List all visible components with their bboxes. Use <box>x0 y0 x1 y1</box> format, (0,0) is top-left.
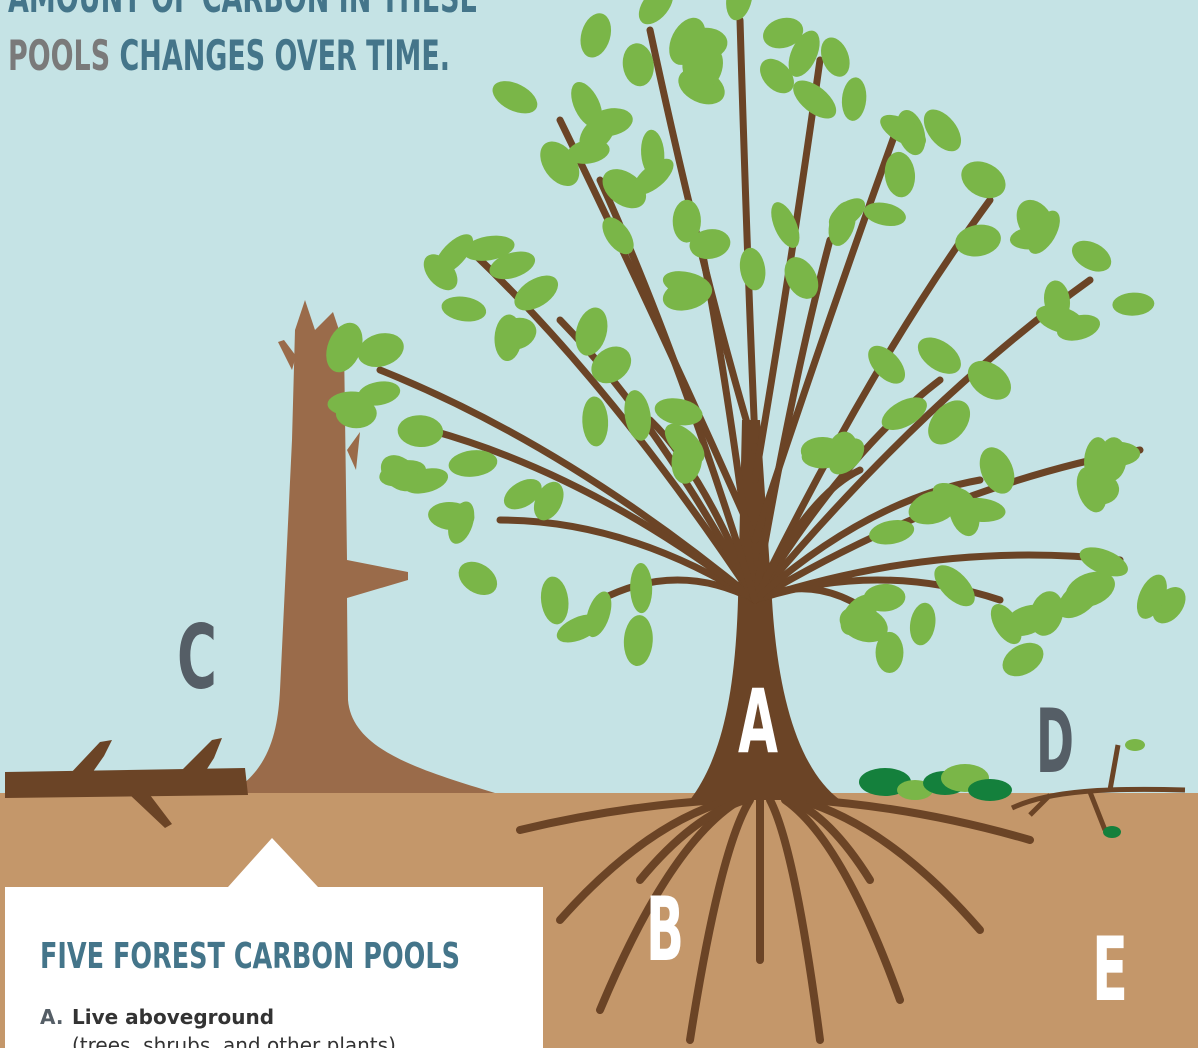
legend-item-detail: (trees, shrubs, and other plants) <box>72 1033 396 1048</box>
label-c: C <box>177 606 217 709</box>
header-teal: CHANGES OVER TIME. <box>120 31 450 80</box>
infographic: AMOUNT OF CARBON IN THESE POOLS CHANGES … <box>0 0 1198 1048</box>
seedling-leaf <box>1103 826 1121 838</box>
litter-leaf <box>968 779 1012 801</box>
header-line-2: POOLS CHANGES OVER TIME. <box>8 31 450 80</box>
header-gray: POOLS <box>8 31 110 80</box>
body: AMOUNT OF CARBON IN THESE POOLS CHANGES … <box>0 0 1198 1048</box>
log <box>5 768 248 798</box>
label-e: E <box>1092 918 1128 1021</box>
header-line-1: AMOUNT OF CARBON IN THESE <box>8 0 478 22</box>
leaf <box>876 632 904 673</box>
label-b: B <box>646 878 684 981</box>
legend-letter: A. <box>40 1005 63 1029</box>
seedling-leaf <box>1125 739 1145 751</box>
legend-title: FIVE FOREST CARBON POOLS <box>40 936 460 977</box>
page: Five Forest Carbon Pools {"header": {"li… <box>0 0 1198 1048</box>
label-a: A <box>738 670 778 773</box>
label-d: D <box>1036 690 1074 793</box>
legend-item-name: Live aboveground <box>72 1005 274 1029</box>
